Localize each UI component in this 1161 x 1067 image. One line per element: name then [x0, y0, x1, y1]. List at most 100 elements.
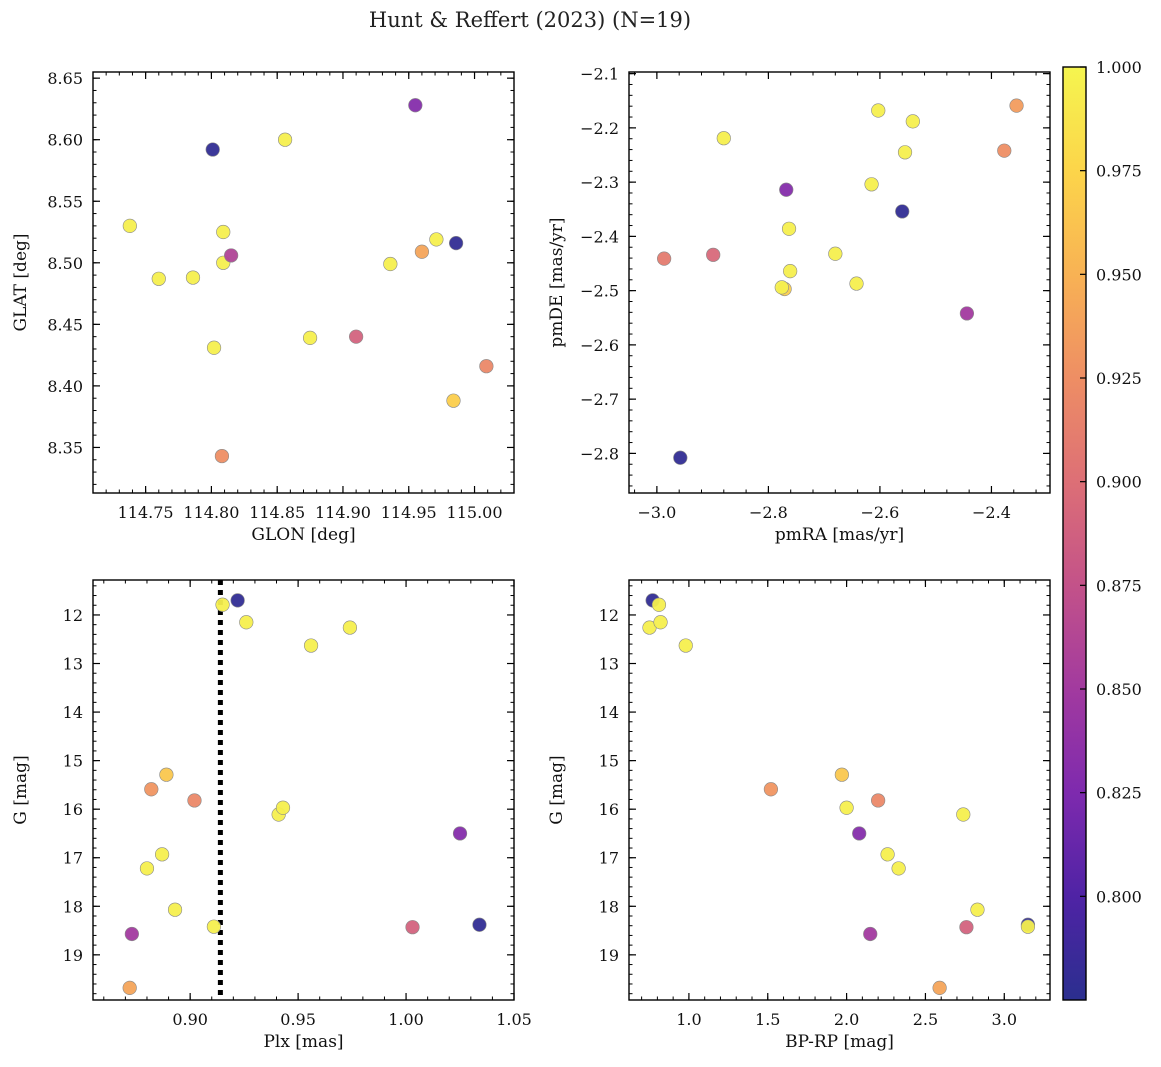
data-point: [302, 330, 318, 345]
y-tick-label: 13: [63, 655, 83, 674]
y-tick-label: −2.8: [580, 444, 619, 463]
y-tick-label: 12: [599, 606, 619, 625]
y-tick-label: 19: [599, 946, 619, 965]
data-point: [215, 597, 230, 612]
data-point: [880, 847, 895, 862]
data-point: [997, 143, 1012, 158]
scatter-panel-glon-glat: 114.75 114.80 114.85 114.90 114.95 115.00 8.35…: [11, 69, 515, 545]
figure-title: Hunt & Reffert (2023) (N=19): [369, 8, 691, 32]
data-point: [122, 980, 137, 995]
y-tick-label: 18: [599, 897, 619, 916]
colorbar-tick-label: 0.975: [1096, 162, 1142, 181]
data-point: [959, 920, 974, 935]
x-tick-label: 0.95: [280, 1010, 316, 1029]
data-point: [239, 615, 254, 630]
y-tick-label: 13: [599, 655, 619, 674]
y-axis-label: G [mag]: [11, 755, 31, 824]
y-tick-label: −2.5: [580, 282, 619, 301]
data-point: [383, 256, 398, 272]
data-point: [185, 270, 201, 285]
data-point: [139, 861, 155, 876]
data-point: [230, 593, 245, 608]
colorbar-tick-label: 0.850: [1096, 680, 1142, 699]
colorbar-tick-label: 0.875: [1096, 576, 1142, 595]
x-tick-label: 0.90: [172, 1010, 208, 1029]
x-axis-label: pmRA [mas/yr]: [775, 525, 904, 545]
data-point: [763, 782, 779, 797]
x-axis-label: GLON [deg]: [251, 525, 355, 545]
data-point: [849, 276, 864, 291]
data-point: [124, 926, 139, 942]
data-point: [774, 280, 789, 295]
x-tick-label: 114.90: [315, 503, 371, 522]
x-tick-label: 1.00: [388, 1010, 424, 1029]
data-point: [206, 919, 222, 934]
data-point: [472, 917, 487, 932]
data-point: [449, 236, 464, 251]
y-tick-label: 18: [63, 897, 83, 916]
data-point: [1009, 98, 1024, 113]
y-tick-label: 14: [599, 703, 619, 722]
y-tick-label: 8.45: [47, 315, 83, 334]
data-point: [932, 980, 947, 995]
y-tick-label: −2.2: [580, 119, 619, 138]
x-tick-label: 3.0: [992, 1010, 1017, 1029]
data-point: [871, 793, 886, 808]
data-point: [895, 204, 910, 219]
y-tick-label: 12: [63, 606, 83, 625]
x-tick-label: −3.0: [637, 503, 676, 522]
data-point: [275, 800, 291, 815]
x-tick-label: −2.6: [860, 503, 899, 522]
y-tick-label: 8.40: [47, 377, 83, 396]
y-axis-label: GLAT [deg]: [11, 233, 31, 331]
data-point: [224, 248, 239, 263]
colorbar-tick-label: 0.950: [1096, 265, 1142, 284]
colorbar-bar: [1062, 66, 1087, 1001]
data-point: [970, 902, 985, 917]
x-axis-label: Plx [mas]: [263, 1032, 343, 1052]
data-point: [277, 132, 293, 147]
y-tick-label: 8.50: [47, 254, 83, 273]
y-tick-label: −2.7: [580, 390, 619, 409]
x-tick-label: 1.0: [676, 1010, 701, 1029]
data-point: [959, 306, 975, 321]
data-point: [779, 182, 794, 197]
data-point: [828, 246, 843, 261]
y-tick-label: 8.55: [47, 192, 83, 211]
x-tick-label: 115.00: [447, 503, 503, 522]
panels: 114.75 114.80 114.85 114.90 114.95 115.00 8.35…: [11, 65, 1051, 1052]
axes-frame: [628, 71, 1051, 494]
x-axis-label: BP-RP [mag]: [785, 1032, 894, 1052]
colorbar: 0.800 0.825 0.850 0.875 0.900 0.925 0.950 0.975…: [1062, 58, 1142, 1001]
data-point: [839, 800, 854, 815]
data-point: [303, 638, 319, 653]
colorbar-tick-label: 1.000: [1096, 58, 1142, 77]
x-tick-label: 114.85: [249, 503, 305, 522]
y-tick-label: −2.6: [580, 336, 619, 355]
y-tick-label: −2.1: [580, 65, 619, 84]
data-point: [651, 597, 667, 612]
colorbar-tick-label: 0.800: [1096, 887, 1142, 906]
y-axis-label: pmDE [mas/yr]: [547, 217, 567, 347]
scatter-panel-plx-g: 0.90 0.95 1.00 1.05 12 13 14 15 16 17 18 19 Plx [mas…: [11, 579, 532, 1052]
data-point: [891, 861, 906, 876]
data-point: [956, 807, 971, 822]
data-point: [871, 103, 886, 118]
data-point: [151, 271, 166, 286]
data-point: [405, 920, 420, 935]
data-point: [673, 450, 688, 465]
y-tick-label: 15: [599, 752, 619, 771]
x-tick-label: −2.4: [972, 503, 1011, 522]
data-point: [349, 329, 364, 344]
data-point: [678, 638, 693, 653]
data-point: [783, 264, 798, 279]
scatter-panel-bprp-g: 1.0 1.5 2.0 2.5 3.0 12 13 14 15 16 17 18 19 BP-RP [ma…: [547, 579, 1051, 1052]
data-point: [1020, 919, 1036, 934]
data-point: [716, 131, 731, 146]
x-tick-label: 114.80: [183, 503, 239, 522]
data-point: [205, 142, 220, 157]
y-tick-label: 8.65: [47, 69, 83, 88]
data-point: [446, 393, 461, 408]
data-point: [214, 448, 230, 464]
